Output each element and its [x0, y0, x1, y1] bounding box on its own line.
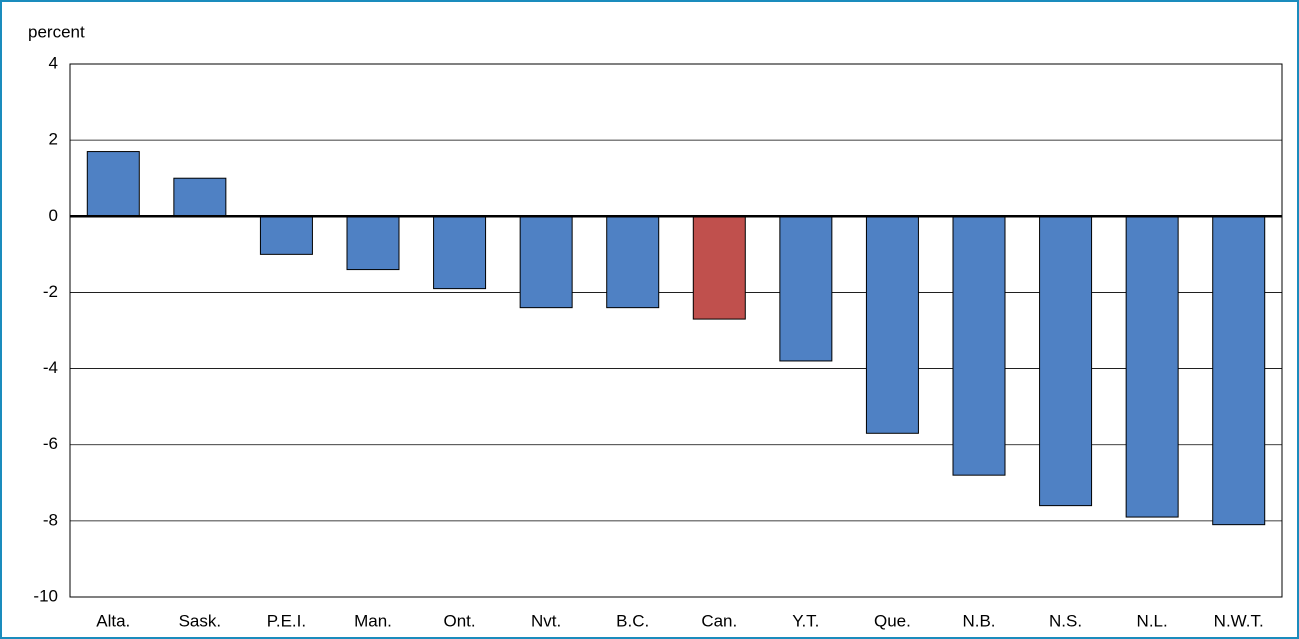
- y-axis-label: percent: [28, 22, 85, 41]
- x-tick-label: N.L.: [1137, 611, 1168, 630]
- y-tick-label: 2: [49, 130, 58, 149]
- x-tick-label: Alta.: [96, 611, 130, 630]
- y-tick-label: -2: [43, 282, 58, 301]
- x-tick-label: Nvt.: [531, 611, 561, 630]
- x-tick-label: P.E.I.: [267, 611, 306, 630]
- x-tick-label: Ont.: [444, 611, 476, 630]
- x-tick-label: N.W.T.: [1214, 611, 1264, 630]
- bar: [173, 177, 227, 217]
- x-tick-label: N.S.: [1049, 611, 1082, 630]
- bar: [86, 151, 140, 217]
- x-tick-label: Sask.: [179, 611, 222, 630]
- x-tick-label: Que.: [874, 611, 911, 630]
- bar: [865, 215, 919, 434]
- bar: [519, 215, 573, 309]
- x-tick-label: B.C.: [616, 611, 649, 630]
- bar: [1125, 215, 1179, 518]
- x-tick-label: Man.: [354, 611, 392, 630]
- x-tick-label: Y.T.: [792, 611, 819, 630]
- bar: [433, 215, 487, 290]
- x-tick-label: N.B.: [962, 611, 995, 630]
- y-tick-label: -4: [43, 358, 58, 377]
- bar: [346, 215, 400, 271]
- x-tick-label: Can.: [701, 611, 737, 630]
- bar: [692, 215, 746, 320]
- y-tick-label: -8: [43, 510, 58, 529]
- bar: [952, 215, 1006, 476]
- y-tick-label: 4: [49, 53, 58, 72]
- y-tick-label: -6: [43, 434, 58, 453]
- bar: [1039, 215, 1093, 507]
- bar: [779, 215, 833, 362]
- plot-area: [69, 63, 1283, 598]
- y-tick-label: 0: [49, 206, 58, 225]
- y-tick-label: -10: [33, 586, 58, 605]
- bar: [1212, 215, 1266, 526]
- bar: [606, 215, 660, 309]
- bar: [259, 215, 313, 255]
